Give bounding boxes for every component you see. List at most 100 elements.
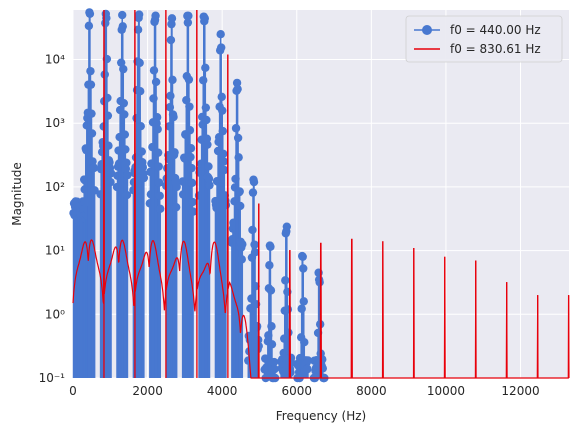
stem-marker [85, 9, 95, 18]
stem-marker [120, 110, 129, 119]
stem-marker [188, 207, 198, 216]
stem-marker [236, 201, 245, 211]
stem-marker [218, 126, 227, 136]
stem-marker [104, 141, 113, 150]
legend-marker-440hz [422, 25, 432, 35]
stem-marker [136, 86, 145, 96]
legend-box [405, 15, 563, 63]
x-tick-label: 6000 [281, 384, 312, 398]
stem-marker [267, 340, 277, 349]
stem-marker [103, 93, 112, 103]
stem-marker [87, 109, 96, 118]
stem-marker [203, 140, 212, 149]
stem-marker [156, 204, 165, 214]
legend-label-830hz: f0 = 830.61 Hz [450, 42, 541, 56]
stem-marker [318, 355, 327, 364]
stem-marker [238, 240, 247, 249]
x-tick-label: 10000 [427, 384, 465, 398]
stem-marker [88, 157, 97, 166]
legend: f0 = 440.00 Hz f0 = 830.61 Hz [405, 15, 563, 63]
stem-marker [151, 11, 160, 20]
stem-marker [218, 106, 227, 115]
stem-marker [219, 149, 228, 159]
stem-marker [219, 157, 229, 166]
stem-marker [232, 78, 242, 88]
x-tick-label: 4000 [207, 384, 238, 398]
stem-marker [90, 186, 99, 195]
stem-marker [123, 170, 132, 180]
stem-marker [200, 14, 209, 23]
stem-marker [188, 197, 197, 207]
stem-marker [300, 338, 309, 347]
x-tick-labels: 0 2000 4000 6000 8000 10000 12000 [69, 384, 539, 398]
series-830hz [72, 9, 570, 379]
stem-marker [282, 222, 292, 231]
stem-marker [299, 297, 308, 306]
y-tick-label: 10⁰ [45, 307, 65, 321]
stem-marker [102, 54, 112, 64]
stem-marker [151, 77, 161, 87]
stem-marker [170, 148, 179, 157]
stem-marker [122, 158, 131, 167]
y-tick-label: 10⁴ [45, 53, 65, 67]
stem-marker [205, 181, 214, 190]
stem-marker [155, 191, 164, 201]
stem-marker [118, 10, 127, 20]
stem-marker [153, 125, 162, 134]
stem-marker [233, 133, 243, 143]
stem-marker [187, 178, 197, 188]
stem-marker [135, 58, 144, 68]
stem-marker [119, 64, 128, 74]
stem-marker [252, 322, 262, 331]
stem-marker [201, 103, 211, 112]
stem-marker [233, 84, 242, 94]
series-440hz [69, 8, 329, 383]
stem-marker [86, 80, 96, 89]
stem-marker [155, 178, 164, 187]
stem-marker [106, 169, 116, 178]
x-tick-label: 8000 [356, 384, 387, 398]
stem-marker [154, 162, 163, 171]
y-tick-label: 10² [45, 180, 65, 194]
legend-label-440hz: f0 = 440.00 Hz [450, 23, 541, 37]
y-tick-label: 10¹ [45, 244, 65, 258]
stem-marker [221, 200, 231, 210]
stem-marker [137, 147, 146, 156]
stem-marker [172, 182, 181, 192]
stem-marker [216, 30, 225, 39]
stem-marker [139, 173, 149, 183]
stem-marker [184, 75, 194, 84]
stem-marker [250, 240, 259, 249]
stem-marker [136, 121, 145, 131]
stem-marker [103, 111, 113, 120]
stem-marker [138, 163, 148, 172]
stem-marker [167, 14, 177, 23]
stem-marker [220, 165, 229, 175]
stem-marker [234, 153, 243, 162]
stem-marker [298, 252, 307, 261]
stem-marker [266, 242, 275, 251]
stem-marker [185, 102, 194, 111]
y-tick-labels: 10⁻¹ 10⁰ 10¹ 10² 10³ 10⁴ [39, 53, 66, 385]
stem-marker [299, 264, 308, 273]
stem-marker [121, 145, 130, 154]
stem-marker [235, 187, 244, 196]
stem-marker [204, 174, 214, 183]
stem-marker [303, 356, 313, 365]
stem-marker [202, 115, 211, 125]
y-tick-label: 10⁻¹ [39, 371, 66, 385]
y-axis-label: Magnitude [10, 162, 24, 226]
stem-marker [169, 112, 178, 122]
stem-marker [269, 357, 279, 367]
x-tick-label: 0 [69, 384, 77, 398]
stem-marker [204, 162, 213, 171]
stem-marker [217, 43, 226, 52]
stem-marker [87, 129, 97, 138]
stem-marker [186, 144, 196, 153]
stem-marker [270, 364, 279, 374]
stem-marker [134, 10, 144, 19]
stem-marker [283, 305, 293, 314]
stem-marker [153, 148, 163, 157]
stem-marker [201, 63, 210, 73]
